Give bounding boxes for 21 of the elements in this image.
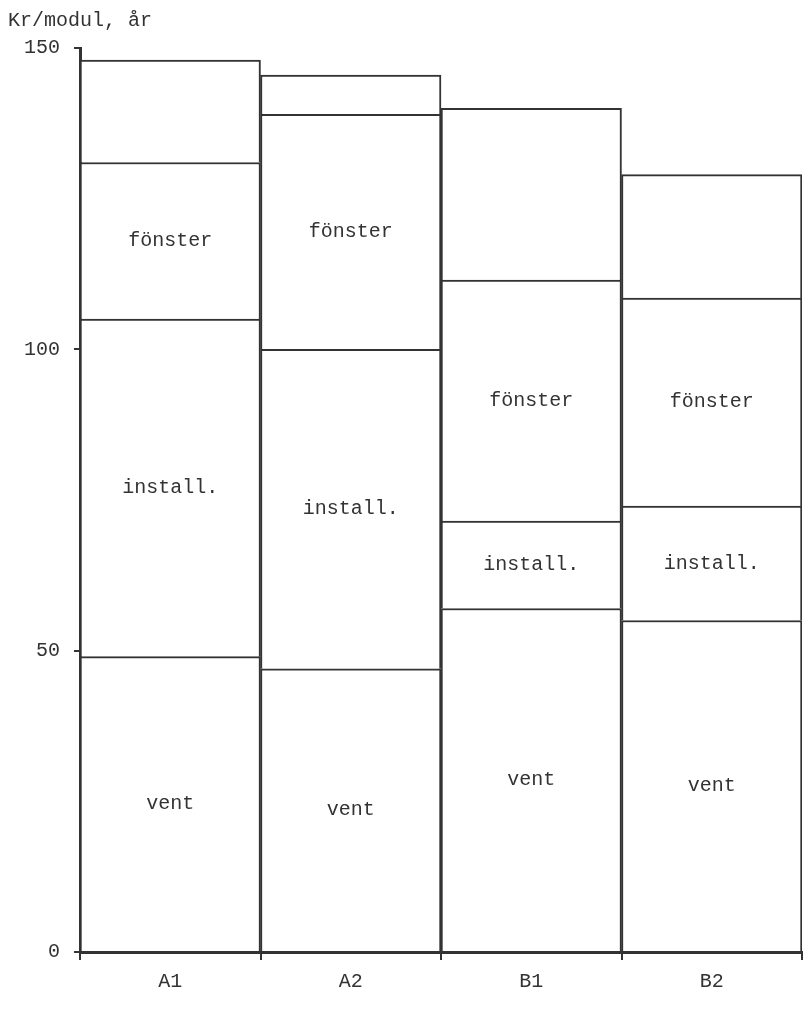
y-tick-label: 0 (47, 940, 61, 964)
text: fönster (669, 390, 754, 414)
text: vent (326, 798, 375, 822)
x-tick-label: B2 (699, 970, 724, 994)
x-tick-label: A2 (338, 970, 363, 994)
y-tick-label: 100 (23, 337, 61, 361)
text: vent (507, 768, 556, 792)
text: install. (122, 476, 219, 500)
x-tick-label: B1 (519, 970, 544, 994)
text: fönster (308, 220, 393, 244)
x-tick-label: A1 (158, 970, 183, 994)
series-label: vent (146, 792, 195, 816)
series-label: install. (483, 553, 580, 577)
text: install. (663, 551, 760, 575)
y-axis-title: Kr/modul, år (8, 9, 153, 32)
y-tick-label: 150 (23, 36, 61, 60)
y-tick-label: 50 (35, 638, 61, 662)
text: install. (302, 497, 399, 521)
text: fönster (489, 388, 574, 412)
series-label: fönster (128, 229, 213, 253)
text: vent (687, 774, 736, 798)
